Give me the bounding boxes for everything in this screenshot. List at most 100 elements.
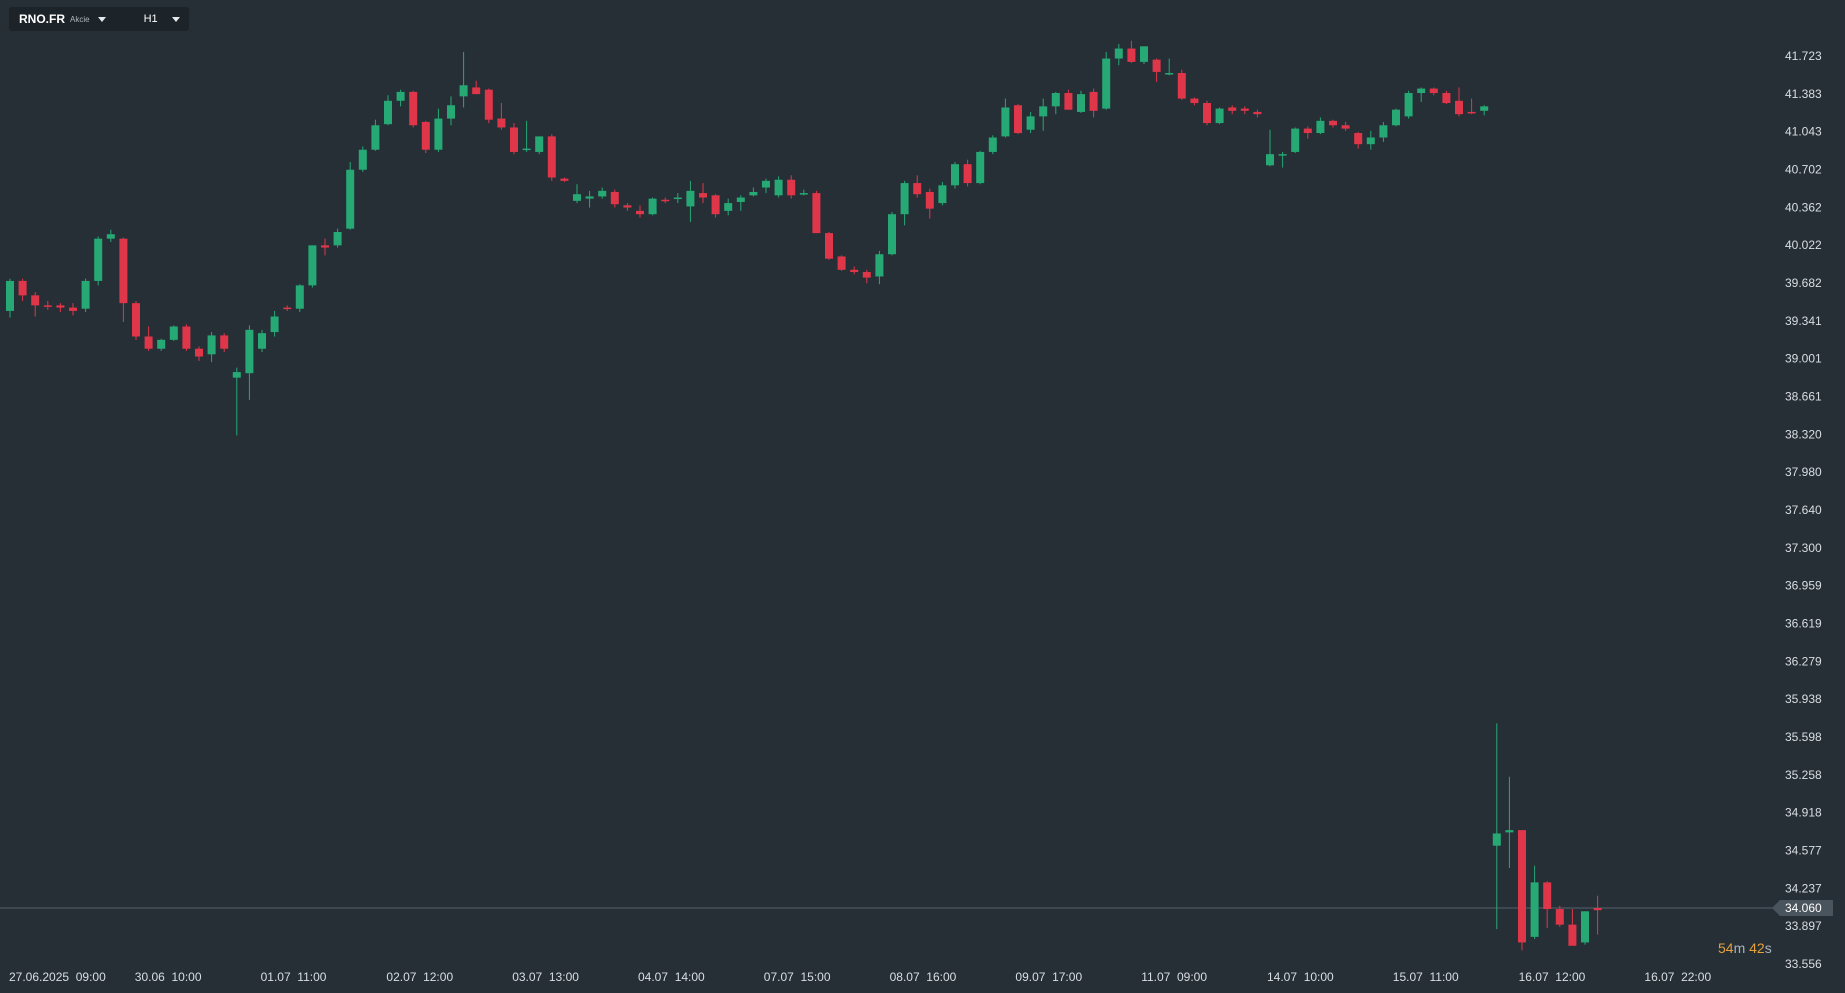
candle-body <box>648 198 657 215</box>
candle-body <box>1467 111 1476 114</box>
price-tick-label: 34.918 <box>1785 806 1822 820</box>
candle-body <box>1404 93 1413 117</box>
candle-body <box>862 272 871 278</box>
candle-body <box>1051 93 1060 107</box>
candle-body <box>560 178 569 181</box>
candle-body <box>1089 91 1098 111</box>
countdown-minutes: 54 <box>1718 940 1734 956</box>
candle-body <box>825 233 833 259</box>
candle <box>736 195 745 211</box>
candle <box>1291 127 1300 154</box>
candle <box>610 189 619 208</box>
candle <box>1140 46 1148 65</box>
candle-body <box>1228 107 1237 111</box>
price-tick-label: 41.723 <box>1785 49 1822 63</box>
candle <box>195 346 203 361</box>
candle-body <box>585 196 594 199</box>
candle-body <box>1530 882 1539 937</box>
timeframe-dropdown-icon[interactable] <box>171 17 180 22</box>
candle-body <box>384 100 392 125</box>
candle <box>1089 88 1098 118</box>
candle-body <box>762 180 770 188</box>
candle <box>535 136 544 155</box>
candle <box>925 188 934 219</box>
price-tick-label: 36.619 <box>1785 617 1822 631</box>
candle <box>1593 895 1602 935</box>
symbol-name[interactable]: RNO.FR <box>19 12 65 26</box>
candle-body <box>799 193 808 195</box>
candle-body <box>837 256 846 270</box>
candle-body <box>1518 830 1526 943</box>
candle-body <box>18 280 27 296</box>
candle <box>1215 107 1224 125</box>
candle <box>560 177 569 182</box>
candle-body <box>358 149 367 170</box>
candle <box>900 180 909 226</box>
candle <box>1568 909 1577 946</box>
candle-body <box>610 191 619 205</box>
candle <box>1001 98 1010 138</box>
candle <box>295 284 304 313</box>
candle-countdown: 54m 42s <box>1718 940 1772 956</box>
candle-body <box>1266 154 1274 166</box>
candle <box>182 324 191 351</box>
candle <box>1543 881 1552 928</box>
candle <box>1127 40 1136 64</box>
candle <box>661 197 670 204</box>
candle-body <box>774 179 783 196</box>
candle <box>1429 87 1438 96</box>
symbol-dropdown-icon[interactable] <box>97 17 106 22</box>
time-tick-label: 16.07 12:00 <box>1519 970 1586 984</box>
candle <box>711 194 720 218</box>
candle <box>1114 44 1123 66</box>
candle <box>1064 89 1073 110</box>
candle-body <box>1014 105 1022 134</box>
candle-body <box>699 193 707 198</box>
candle-body <box>1316 120 1325 134</box>
candle <box>207 332 216 363</box>
candle <box>31 292 40 317</box>
candle <box>1467 98 1476 115</box>
candle-body <box>308 245 317 286</box>
price-tick-label: 35.598 <box>1785 730 1822 744</box>
candle <box>976 150 985 185</box>
candle <box>762 178 770 194</box>
candle-body <box>875 254 884 277</box>
candle-body <box>195 348 203 357</box>
candle <box>1190 97 1199 106</box>
candle <box>459 51 468 108</box>
candle <box>81 278 90 313</box>
candle <box>749 187 758 197</box>
timeframe-label[interactable]: H1 <box>143 13 158 25</box>
candle-body <box>673 197 682 200</box>
candle <box>1051 91 1060 115</box>
candle-body <box>132 303 140 337</box>
candle <box>1278 151 1287 168</box>
candle-body <box>686 190 695 207</box>
symbol-toolbar: RNO.FR Akcie H1 <box>9 7 189 31</box>
candle <box>1505 776 1514 868</box>
price-tick-label: 33.556 <box>1785 957 1822 971</box>
candle-body <box>1366 137 1375 145</box>
candle-body <box>484 89 493 120</box>
candle <box>56 303 65 313</box>
candle <box>1530 865 1539 940</box>
candle <box>321 238 329 256</box>
candle-body <box>1203 103 1211 124</box>
candle <box>774 176 783 198</box>
candle-body <box>1127 48 1136 62</box>
price-tick-label: 41.043 <box>1785 125 1822 139</box>
candle <box>850 266 859 275</box>
instrument-type: Akcie <box>70 14 90 24</box>
candle <box>484 88 493 124</box>
candle <box>938 181 947 206</box>
candle <box>497 103 506 130</box>
candle <box>1555 905 1564 927</box>
candle-body <box>106 234 115 239</box>
candle-body <box>1064 93 1073 110</box>
candle <box>94 236 103 286</box>
candle-body <box>988 137 997 152</box>
price-axis: 41.723 41.383 41.043 40.702 40.362 40.022 39.6… <box>1785 49 1822 971</box>
candle <box>1228 105 1237 115</box>
